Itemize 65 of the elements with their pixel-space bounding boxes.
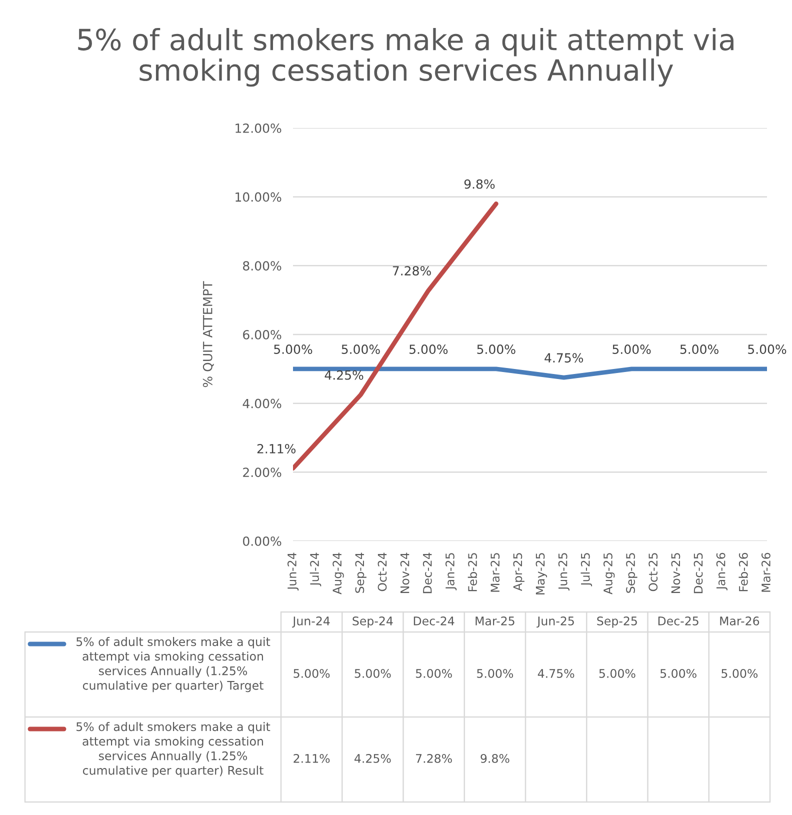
y-tick-label: 8.00%	[243, 261, 282, 271]
chart-title: 5% of adult smokers make a quit attempt via smoking cessation services Annually	[78, 28, 734, 87]
x-tick-label: Aug-24	[332, 552, 344, 594]
text: 5.00%	[416, 668, 452, 678]
y-axis-title: % QUIT ATTEMPT	[202, 281, 214, 388]
x-tick-label: Dec-25	[694, 553, 703, 594]
x-tick-label: Mar-25	[490, 553, 500, 592]
data-label: 5.00%	[612, 344, 651, 354]
x-tick-label: Nov-24	[400, 552, 410, 593]
x-tick-label: Oct-24	[378, 552, 387, 592]
legend-label: 5% of adult smokers make a quit attempt via smoking cessation services Annually (1.25% cumulative per quarter) Target	[76, 637, 270, 692]
text: Jun-25	[536, 616, 574, 628]
data-label: 5.00%	[342, 344, 380, 354]
text: Jun-24	[292, 616, 330, 628]
text: Mar-25	[476, 616, 514, 626]
data-label: 2.11%	[257, 444, 296, 454]
x-tick-label: Jul-25	[580, 553, 592, 586]
x-tick-label: Sep-25	[626, 553, 638, 593]
text: 4.75%	[538, 668, 574, 678]
text: 5.00%	[354, 668, 391, 678]
y-tick-label: 0.00%	[243, 536, 282, 546]
text: Sep-25	[597, 616, 637, 628]
x-tick-label: Aug-25	[603, 553, 615, 594]
text: 7.28%	[416, 754, 452, 763]
text: Mar-26	[720, 616, 760, 626]
x-tick-label: Feb-26	[738, 552, 748, 592]
text: Sep-24	[352, 616, 393, 628]
y-tick-label: 2.00%	[243, 468, 282, 478]
x-tick-label: Jan-26	[716, 552, 728, 590]
y-tick-label: 10.00%	[236, 192, 282, 202]
text: 9.8%	[480, 754, 510, 763]
data-label: 5.00%	[477, 344, 516, 354]
x-tick-label: Jun-24	[287, 552, 299, 590]
x-tick-label: Oct-25	[648, 553, 658, 592]
legend-label: 5% of adult smokers make a quit attempt via smoking cessation services Annually (1.25% cumulative per quarter) Result	[76, 722, 270, 778]
x-tick-label: Feb-25	[468, 553, 477, 592]
x-tick-label: Dec-24	[422, 552, 432, 594]
text: 5.00%	[477, 668, 514, 678]
data-label: 4.25%	[324, 370, 364, 380]
y-tick-label: 4.00%	[242, 398, 282, 408]
x-tick-label: Apr-25	[513, 553, 524, 591]
x-tick-label: Jun-25	[558, 553, 570, 590]
text: 5.00%	[294, 668, 330, 678]
data-label: 5.00%	[410, 344, 448, 354]
text: 5.00%	[722, 668, 758, 678]
x-tick-label: Sep-24	[355, 552, 366, 593]
data-label: 7.28%	[392, 266, 431, 276]
x-tick-label: May-25	[536, 553, 547, 594]
x-tick-label: Mar-26	[761, 552, 770, 592]
text: Dec-24	[414, 616, 454, 626]
data-label: 4.75%	[544, 353, 584, 363]
text: Dec-25	[658, 616, 698, 626]
x-tick-label: Jul-24	[310, 552, 322, 586]
text: 5.00%	[660, 668, 696, 678]
y-tick-label: 6.00%	[243, 330, 282, 340]
data-label: 9.8%	[464, 179, 495, 189]
x-tick-label: Jan-25	[445, 553, 457, 590]
y-tick-label: 12.00%	[236, 123, 282, 133]
x-tick-label: Nov-25	[671, 553, 680, 593]
text: 5.00%	[599, 668, 636, 678]
data-label: 5.00%	[748, 344, 786, 354]
text: 4.25%	[354, 754, 391, 763]
data-label: 5.00%	[680, 344, 718, 354]
text: 2.11%	[294, 754, 330, 763]
data-label: 5.00%	[274, 344, 312, 354]
